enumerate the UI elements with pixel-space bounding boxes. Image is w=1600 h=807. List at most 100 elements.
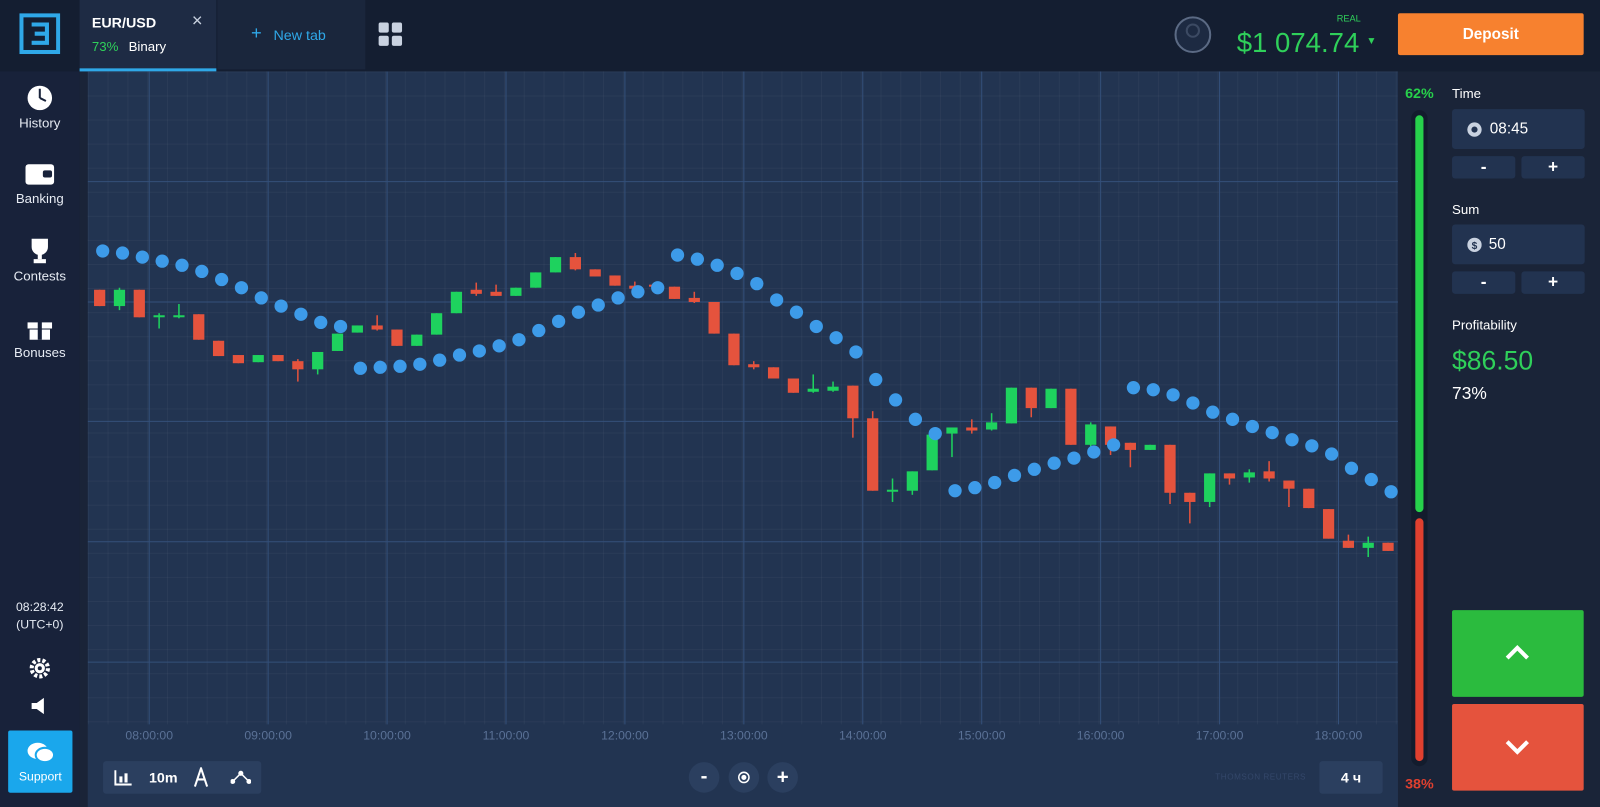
sum-field[interactable]: $ 50 — [1452, 224, 1585, 265]
chart-type-button[interactable] — [114, 769, 132, 786]
sar-dot — [1087, 445, 1101, 459]
sar-dot — [1106, 438, 1121, 452]
candle-body — [1322, 509, 1335, 539]
history-icon — [27, 85, 53, 111]
candle-body — [490, 291, 502, 296]
candle-body — [232, 355, 245, 364]
candle-body — [510, 287, 522, 296]
bonuses-item[interactable]: Bonuses — [0, 313, 80, 360]
sar-dot — [1384, 485, 1398, 499]
candle-body — [1124, 442, 1136, 450]
timezone: (UTC+0) — [16, 617, 64, 632]
time-plus[interactable]: + — [1521, 156, 1585, 179]
candle-body — [946, 427, 958, 434]
close-tab[interactable]: × — [191, 10, 203, 31]
avatar[interactable] — [1173, 15, 1212, 54]
candle-body — [1045, 388, 1057, 409]
deposit-button[interactable]: Deposit — [1397, 13, 1584, 56]
sar-dot — [1027, 462, 1041, 476]
candle-body — [411, 334, 423, 346]
support-button[interactable]: Support — [8, 730, 73, 793]
sar-dot — [571, 305, 586, 319]
candle-body — [728, 333, 740, 366]
candle-body — [1005, 387, 1018, 424]
profitability-label: Profitability — [1452, 317, 1517, 333]
sentiment-down-label: 38% — [1405, 775, 1434, 792]
candle-body — [1303, 488, 1315, 509]
x-tick-label: 16:00:00 — [1077, 729, 1125, 743]
banking-label: Banking — [15, 190, 64, 207]
asset-payout: 73% — [91, 38, 119, 55]
sar-dot — [631, 285, 645, 299]
sar-dot — [294, 307, 308, 321]
zoom-in-button[interactable]: + — [767, 762, 798, 793]
x-tick-label: 08:00:00 — [125, 729, 173, 743]
contests-item[interactable]: Contests — [0, 237, 80, 284]
history-item[interactable]: History — [0, 84, 80, 131]
time-minus[interactable]: - — [1452, 156, 1516, 179]
sar-dot — [155, 254, 169, 268]
chart-toolbar: 10m — [103, 761, 262, 794]
sar-dot — [690, 252, 704, 266]
candle-body — [371, 325, 383, 330]
drawing-button[interactable] — [193, 767, 209, 787]
candle-body — [212, 340, 225, 357]
timeframe-button[interactable]: 10m — [148, 769, 178, 786]
x-tick-label: 12:00:00 — [601, 729, 649, 743]
sum-minus[interactable]: - — [1452, 271, 1516, 294]
sar-dot — [1344, 461, 1359, 475]
candle-body — [966, 427, 978, 431]
svg-text:$: $ — [1472, 241, 1478, 252]
indicators-button[interactable] — [230, 770, 252, 785]
bonuses-icon — [27, 319, 53, 340]
sar-dot — [551, 314, 566, 329]
sum-plus[interactable]: + — [1521, 271, 1585, 294]
layout-button[interactable] — [378, 22, 403, 46]
time-value: 08:45 — [1489, 120, 1529, 138]
reset-zoom-button[interactable] — [728, 762, 760, 793]
candle-body — [193, 314, 205, 340]
candle-body — [767, 367, 780, 379]
candle-body — [351, 325, 363, 333]
put-button[interactable] — [1452, 703, 1584, 791]
candle-body — [530, 272, 542, 288]
contests-label: Contests — [13, 268, 66, 284]
candle-body — [1065, 388, 1077, 445]
sar-dot — [611, 291, 625, 305]
sidebar: History Banking Contests Bonuses 08:28:4… — [0, 71, 80, 807]
sar-dot — [234, 281, 249, 295]
logo[interactable] — [19, 13, 61, 55]
period-button[interactable]: 4 ч — [1319, 761, 1383, 794]
banking-item[interactable]: Banking — [0, 161, 80, 206]
sar-dot — [1067, 451, 1081, 465]
sar-dot — [591, 298, 605, 312]
sar-dot — [314, 315, 328, 330]
balance[interactable]: $1 074.74 — [1236, 27, 1360, 59]
sar-dot — [492, 339, 506, 353]
candle-body — [1204, 473, 1216, 502]
new-tab[interactable]: + New tab — [217, 0, 366, 70]
sar-dot — [1245, 419, 1259, 434]
asset-tab[interactable]: EUR/USD 73% Binary × — [79, 0, 217, 72]
candle-body — [549, 257, 562, 273]
top-bar: EUR/USD 73% Binary × + New tab REAL $1 0… — [0, 0, 1600, 72]
history-label: History — [19, 115, 61, 131]
sar-dot — [195, 264, 209, 279]
sar-dot — [215, 272, 229, 287]
asset-mode: Binary — [128, 38, 167, 55]
sar-dot — [968, 481, 982, 495]
up-arrow — [1505, 644, 1529, 660]
sar-dot — [869, 372, 883, 387]
balance-caret: ▼ — [1366, 35, 1377, 47]
call-button[interactable] — [1452, 610, 1584, 697]
sar-dot — [175, 258, 189, 272]
chart-area: 08:00:00 09:00:00 10:00:00 11:00:00 12:00:00… — [87, 71, 1398, 807]
settings-icon[interactable] — [29, 658, 51, 679]
sar-dot — [373, 360, 387, 374]
sound-icon[interactable] — [30, 696, 50, 716]
sar-dot — [849, 345, 863, 359]
candle-body — [906, 471, 918, 491]
zoom-out-button[interactable]: - — [688, 762, 720, 793]
time-label: Time — [1452, 85, 1482, 102]
time-field[interactable]: 08:45 — [1452, 109, 1585, 149]
